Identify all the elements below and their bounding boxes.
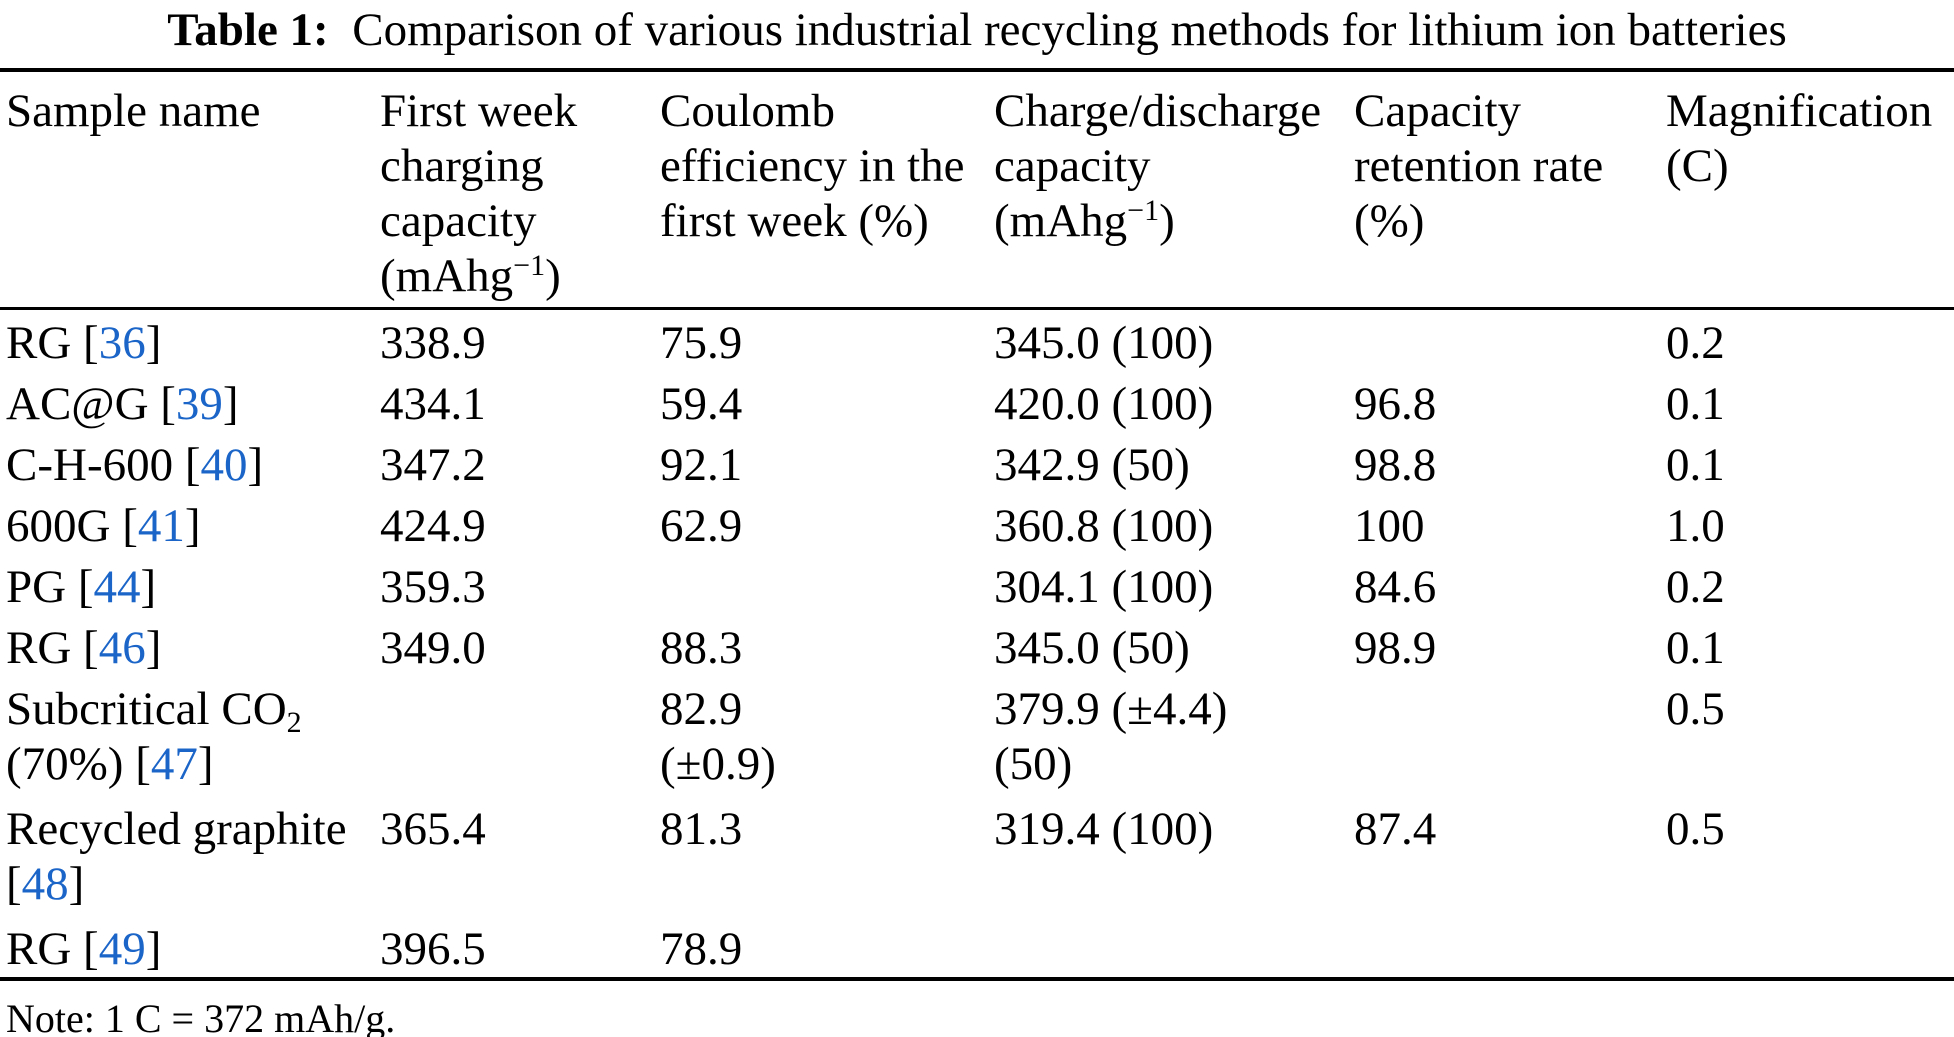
cell-sample-name: 600G [41] <box>6 499 201 552</box>
cell-retention-rate: 100 <box>1354 499 1425 552</box>
superscript-unit: −1 <box>513 249 546 282</box>
cell-charge-discharge: 342.9 (50) <box>994 438 1190 491</box>
subscript-chem: 2 <box>286 705 302 739</box>
header-row: Sample name First week charging capacity… <box>0 70 1954 308</box>
cell-charge-discharge: 345.0 (100) <box>994 316 1214 369</box>
citation-link[interactable]: 49 <box>98 922 146 975</box>
cell-coulomb-efficiency: 59.4 <box>660 377 743 430</box>
table-row: AC@G [39] 434.1 59.4 420.0 (100) 96.8 0.… <box>0 371 1954 432</box>
table-row: RG [36] 338.9 75.9 345.0 (100) 0.2 <box>0 308 1954 371</box>
cell-retention-rate: 98.8 <box>1354 438 1437 491</box>
cell-coulomb-efficiency: 88.3 <box>660 621 743 674</box>
citation-link[interactable]: 40 <box>200 438 248 491</box>
cell-charge-discharge: 345.0 (50) <box>994 621 1190 674</box>
cell-retention-rate: 84.6 <box>1354 560 1437 613</box>
citation-link[interactable]: 48 <box>21 857 69 910</box>
citation-link[interactable]: 36 <box>98 316 146 369</box>
cell-retention-rate <box>1348 676 1660 796</box>
col-header-first-week-capacity: First week charging capacity (mAhg−1) <box>380 85 578 302</box>
cell-magnification: 0.5 <box>1666 802 1725 855</box>
cell-first-week-capacity: 359.3 <box>380 560 486 613</box>
cell-retention-rate <box>1348 308 1660 371</box>
citation-link[interactable]: 44 <box>93 560 141 613</box>
col-header-charge-discharge-capacity: Charge/discharge capacity (mAhg−1) <box>994 85 1322 247</box>
cell-coulomb-efficiency: 92.1 <box>660 438 743 491</box>
cell-first-week-capacity <box>374 676 654 796</box>
cell-magnification: 1.0 <box>1666 499 1725 552</box>
cell-magnification: 0.1 <box>1666 621 1725 674</box>
cell-charge-discharge: 319.4 (100) <box>994 802 1214 855</box>
col-header-coulomb-efficiency: Coulomb efficiency in the first week (%) <box>660 85 965 247</box>
cell-magnification: 0.1 <box>1666 438 1725 491</box>
cell-first-week-capacity: 424.9 <box>380 499 486 552</box>
cell-sample-name: Subcritical CO2 (70%) [47] <box>6 682 302 790</box>
citation-link[interactable]: 39 <box>175 377 223 430</box>
table-row: C-H-600 [40] 347.2 92.1 342.9 (50) 98.8 … <box>0 432 1954 493</box>
cell-magnification: 0.2 <box>1666 560 1725 613</box>
cell-coulomb-efficiency: 75.9 <box>660 316 743 369</box>
table-row: PG [44] 359.3 304.1 (100) 84.6 0.2 <box>0 554 1954 615</box>
superscript-unit: −1 <box>1127 194 1160 227</box>
table-row: Recycled graphite [48] 365.4 81.3 319.4 … <box>0 796 1954 916</box>
table-row: RG [46] 349.0 88.3 345.0 (50) 98.9 0.1 <box>0 615 1954 676</box>
cell-charge-discharge <box>988 916 1348 979</box>
cell-coulomb-efficiency: 62.9 <box>660 499 743 552</box>
cell-sample-name: RG [46] <box>6 621 162 674</box>
cell-retention-rate: 96.8 <box>1354 377 1437 430</box>
cell-charge-discharge: 379.9 (±4.4) (50) <box>994 682 1228 790</box>
cell-retention-rate <box>1348 916 1660 979</box>
cell-charge-discharge: 420.0 (100) <box>994 377 1214 430</box>
cell-first-week-capacity: 434.1 <box>380 377 486 430</box>
col-header-magnification: Magnification (C) <box>1666 85 1933 192</box>
cell-sample-name: AC@G [39] <box>6 377 239 430</box>
cell-retention-rate: 87.4 <box>1354 802 1437 855</box>
comparison-table: Sample name First week charging capacity… <box>0 68 1954 981</box>
cell-coulomb-efficiency: 81.3 <box>660 802 743 855</box>
cell-retention-rate: 98.9 <box>1354 621 1437 674</box>
cell-first-week-capacity: 347.2 <box>380 438 486 491</box>
cell-magnification: 0.5 <box>1666 682 1725 735</box>
cell-first-week-capacity: 365.4 <box>380 802 486 855</box>
cell-charge-discharge: 360.8 (100) <box>994 499 1214 552</box>
table-row: 600G [41] 424.9 62.9 360.8 (100) 100 1.0 <box>0 493 1954 554</box>
cell-sample-name: Recycled graphite [48] <box>6 802 347 910</box>
cell-first-week-capacity: 396.5 <box>380 922 486 975</box>
cell-magnification <box>1660 916 1954 979</box>
table-caption-text: Comparison of various industrial recycli… <box>328 4 1787 56</box>
cell-sample-name: C-H-600 [40] <box>6 438 264 491</box>
citation-link[interactable]: 41 <box>137 499 185 552</box>
col-header-capacity-retention: Capacity retention rate (%) <box>1354 85 1604 247</box>
citation-link[interactable]: 47 <box>150 737 198 790</box>
citation-link[interactable]: 46 <box>98 621 146 674</box>
cell-coulomb-efficiency <box>654 554 988 615</box>
cell-charge-discharge: 304.1 (100) <box>994 560 1214 613</box>
table-row: RG [49] 396.5 78.9 <box>0 916 1954 979</box>
table-caption-label: Table 1: <box>167 4 329 56</box>
cell-sample-name: PG [44] <box>6 560 157 613</box>
col-header-sample-name: Sample name <box>6 85 261 137</box>
cell-magnification: 0.1 <box>1666 377 1725 430</box>
table-caption: Table 1: Comparison of various industria… <box>0 2 1954 58</box>
cell-sample-name: RG [49] <box>6 922 162 975</box>
cell-coulomb-efficiency: 78.9 <box>660 922 743 975</box>
table-footnote: Note: 1 C = 372 mAh/g. <box>6 996 396 1037</box>
table-row: Subcritical CO2 (70%) [47] 82.9 (±0.9) 3… <box>0 676 1954 796</box>
cell-sample-name: RG [36] <box>6 316 162 369</box>
cell-first-week-capacity: 338.9 <box>380 316 486 369</box>
cell-first-week-capacity: 349.0 <box>380 621 486 674</box>
cell-coulomb-efficiency: 82.9 (±0.9) <box>660 682 776 790</box>
cell-magnification: 0.2 <box>1666 316 1725 369</box>
